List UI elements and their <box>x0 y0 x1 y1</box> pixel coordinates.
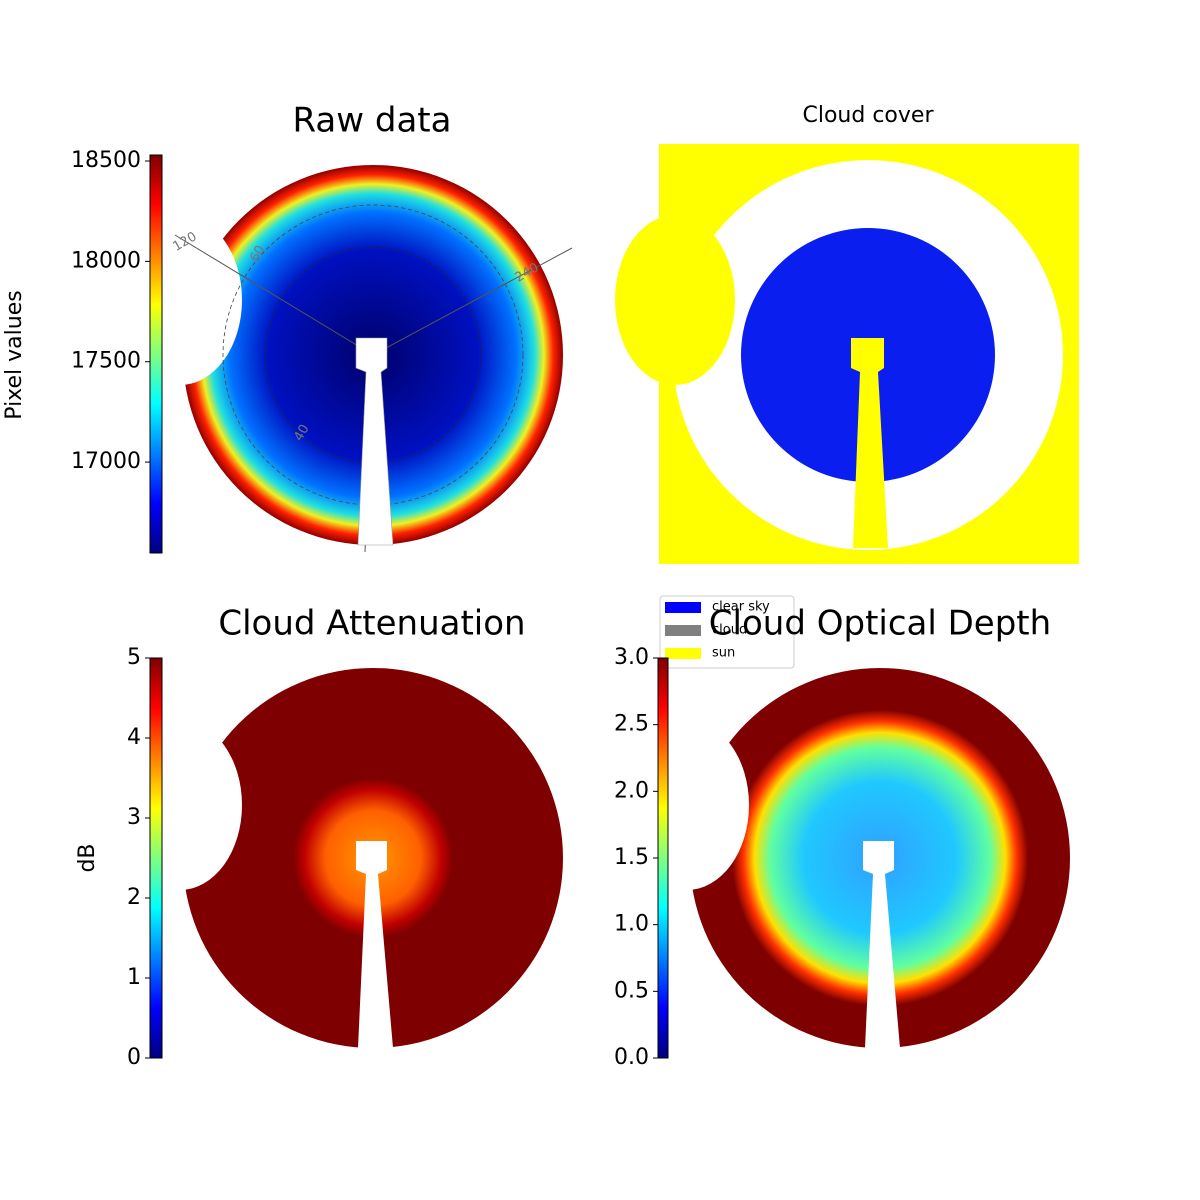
colorbar-tick-label: 18500 <box>71 148 141 173</box>
colorbar-tick-label: 1 <box>127 965 141 990</box>
legend-swatch <box>665 625 701 636</box>
panel-title: Cloud cover <box>803 103 935 128</box>
colorbar-tick-label: 1.5 <box>614 845 649 870</box>
colorbar-tick-label: 5 <box>127 645 141 670</box>
colorbar-label: Pixel values <box>2 290 27 419</box>
colorbar-tick-label: 1.0 <box>614 912 649 937</box>
panel-title: Cloud Attenuation <box>218 604 525 644</box>
legend-swatch <box>665 602 701 613</box>
colorbar-tick-label: 18000 <box>71 248 141 273</box>
panel-title: Cloud Optical Depth <box>709 604 1051 644</box>
raw-image <box>118 165 573 553</box>
colorbar-tick-label: 0.5 <box>614 978 649 1003</box>
optical-depth-image <box>625 668 1070 1048</box>
colorbar-tick-label: 2 <box>127 885 141 910</box>
polar-annotation: 60 <box>247 243 268 265</box>
colorbar-tick-label: 2.5 <box>614 712 649 737</box>
colorbar-tick-label: 17000 <box>71 449 141 474</box>
colorbar <box>149 154 163 554</box>
legend-label: sun <box>712 646 735 661</box>
attenuation-image <box>118 668 563 1048</box>
cloud-cover-image <box>615 144 1079 564</box>
colorbar-tick-label: 4 <box>127 725 141 750</box>
colorbar-label: dB <box>75 843 100 872</box>
legend-swatch <box>665 648 701 659</box>
colorbar <box>149 657 163 1059</box>
polar-annotation: 40 <box>291 422 312 444</box>
colorbar-tick-label: 17500 <box>71 349 141 374</box>
colorbar-tick-label: 0.0 <box>614 1045 649 1070</box>
colorbar-tick-label: 3.0 <box>614 645 649 670</box>
colorbar-tick-label: 3 <box>127 805 141 830</box>
panel-title: Raw data <box>293 101 452 141</box>
colorbar <box>657 657 669 1059</box>
colorbar-tick-label: 0 <box>127 1045 141 1070</box>
legend-label: cloud <box>712 623 747 638</box>
legend-label: clear sky <box>712 600 770 615</box>
colorbar-tick-label: 2.0 <box>614 778 649 803</box>
